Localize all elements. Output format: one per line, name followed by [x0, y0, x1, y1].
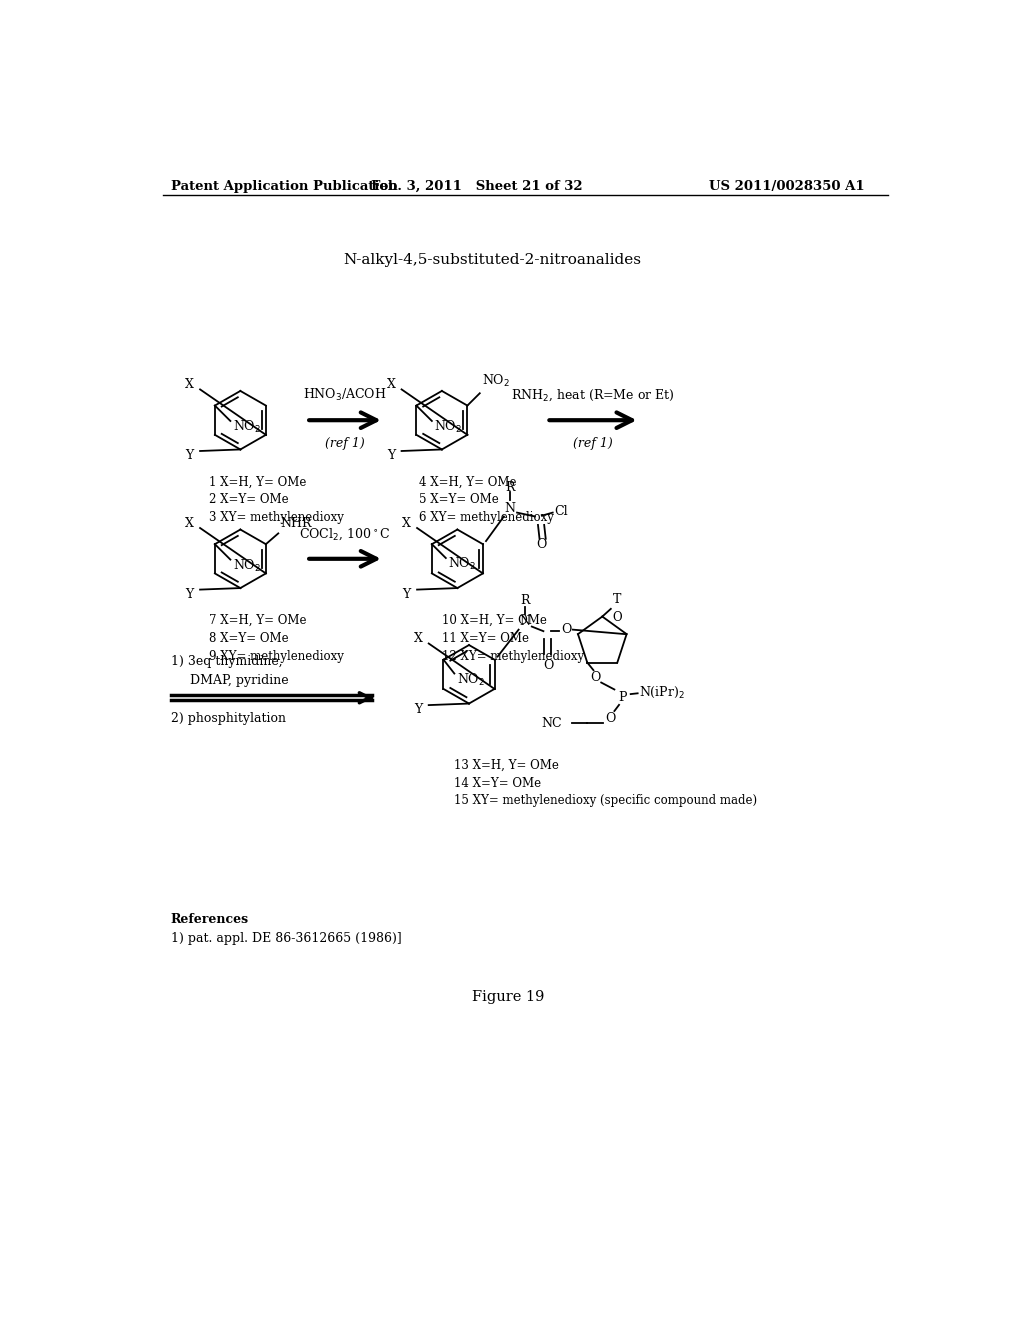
Text: COCl$_2$, 100$^\circ$C: COCl$_2$, 100$^\circ$C — [299, 527, 391, 543]
Text: (ref 1): (ref 1) — [573, 437, 613, 450]
Text: 1) pat. appl. DE 86-3612665 (1986)]: 1) pat. appl. DE 86-3612665 (1986)] — [171, 932, 401, 945]
Text: 10 X=H, Y= OMe: 10 X=H, Y= OMe — [442, 614, 547, 627]
Text: Patent Application Publication: Patent Application Publication — [171, 180, 397, 193]
Text: N: N — [505, 502, 515, 515]
Text: Feb. 3, 2011   Sheet 21 of 32: Feb. 3, 2011 Sheet 21 of 32 — [371, 180, 583, 193]
Text: O: O — [605, 713, 615, 725]
Text: RNH$_2$, heat (R=Me or Et): RNH$_2$, heat (R=Me or Et) — [511, 388, 675, 404]
Text: NO$_2$: NO$_2$ — [457, 672, 484, 688]
Text: References: References — [171, 913, 249, 927]
Text: O: O — [537, 539, 547, 552]
Text: N(iPr)$_2$: N(iPr)$_2$ — [639, 685, 685, 700]
Text: N-alkyl-4,5-substituted-2-nitroanalides: N-alkyl-4,5-substituted-2-nitroanalides — [343, 253, 641, 267]
Text: X: X — [402, 517, 411, 529]
Text: O: O — [612, 611, 622, 624]
Text: P: P — [617, 690, 627, 704]
Text: 8 X=Y= OMe: 8 X=Y= OMe — [209, 632, 289, 645]
Text: 12 XY= methylenedioxy: 12 XY= methylenedioxy — [442, 649, 584, 663]
Text: X: X — [414, 632, 423, 645]
Text: O: O — [590, 672, 600, 684]
Text: 6 XY= methylenedioxy: 6 XY= methylenedioxy — [419, 511, 554, 524]
Text: 2 X=Y= OMe: 2 X=Y= OMe — [209, 494, 289, 507]
Text: 1 X=H, Y= OMe: 1 X=H, Y= OMe — [209, 475, 307, 488]
Text: X: X — [386, 379, 395, 391]
Text: O: O — [543, 659, 553, 672]
Text: 1) 3eq thymidine,: 1) 3eq thymidine, — [171, 655, 283, 668]
Text: 9 XY= methylenedioxy: 9 XY= methylenedioxy — [209, 649, 344, 663]
Text: 3 XY= methylenedioxy: 3 XY= methylenedioxy — [209, 511, 344, 524]
Text: Cl: Cl — [554, 504, 568, 517]
Text: Y: Y — [185, 587, 194, 601]
Text: NO$_2$: NO$_2$ — [232, 418, 261, 436]
Text: 13 X=H, Y= OMe: 13 X=H, Y= OMe — [454, 759, 558, 772]
Text: 14 X=Y= OMe: 14 X=Y= OMe — [454, 776, 541, 789]
Text: NO$_2$: NO$_2$ — [482, 372, 510, 388]
Text: Y: Y — [415, 704, 423, 717]
Text: Y: Y — [387, 449, 395, 462]
Text: 2) phosphitylation: 2) phosphitylation — [171, 711, 286, 725]
Text: 5 X=Y= OMe: 5 X=Y= OMe — [419, 494, 499, 507]
Text: NO$_2$: NO$_2$ — [449, 556, 476, 573]
Text: X: X — [185, 517, 194, 529]
Text: T: T — [613, 593, 622, 606]
Text: N: N — [519, 615, 530, 628]
Text: NO$_2$: NO$_2$ — [434, 418, 462, 436]
Text: 4 X=H, Y= OMe: 4 X=H, Y= OMe — [419, 475, 516, 488]
Text: Y: Y — [185, 449, 194, 462]
Text: (ref 1): (ref 1) — [326, 437, 365, 450]
Text: NO$_2$: NO$_2$ — [232, 557, 261, 574]
Text: Figure 19: Figure 19 — [472, 990, 544, 1005]
Text: US 2011/0028350 A1: US 2011/0028350 A1 — [709, 180, 864, 193]
Text: NC: NC — [542, 717, 562, 730]
Text: O: O — [561, 623, 571, 636]
Text: 11 X=Y= OMe: 11 X=Y= OMe — [442, 632, 528, 645]
Text: X: X — [185, 379, 194, 391]
Text: R: R — [520, 594, 529, 607]
Text: 15 XY= methylenedioxy (specific compound made): 15 XY= methylenedioxy (specific compound… — [454, 795, 757, 808]
Text: NHR: NHR — [281, 517, 312, 531]
Text: DMAP, pyridine: DMAP, pyridine — [190, 673, 289, 686]
Text: 7 X=H, Y= OMe: 7 X=H, Y= OMe — [209, 614, 307, 627]
Text: HNO$_3$/ACOH: HNO$_3$/ACOH — [303, 387, 387, 404]
Text: Y: Y — [402, 587, 411, 601]
Text: R: R — [505, 482, 515, 495]
